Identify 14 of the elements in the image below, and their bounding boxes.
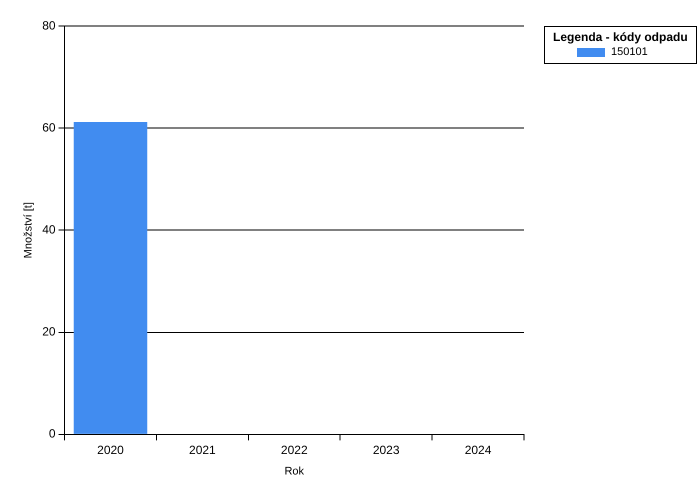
x-tick-label: 2023 [372,442,400,457]
y-tick-label: 0 [48,426,56,441]
y-tick-label: 80 [42,18,56,32]
x-tick-label: 2020 [97,442,124,457]
y-axis-title: Množství [t] [22,202,35,258]
x-tick-label: 2024 [464,442,492,457]
x-axis-title: Rok [284,465,305,478]
x-tick-label: 2021 [189,442,216,457]
legend-label: 150101 [611,46,648,58]
x-tick-label: 2022 [280,442,308,457]
y-tick-label: 20 [42,324,56,339]
y-tick-label: 40 [42,222,56,237]
y-tick-label: 60 [42,120,56,134]
legend-title: Legenda - kódy odpadu [553,30,688,44]
